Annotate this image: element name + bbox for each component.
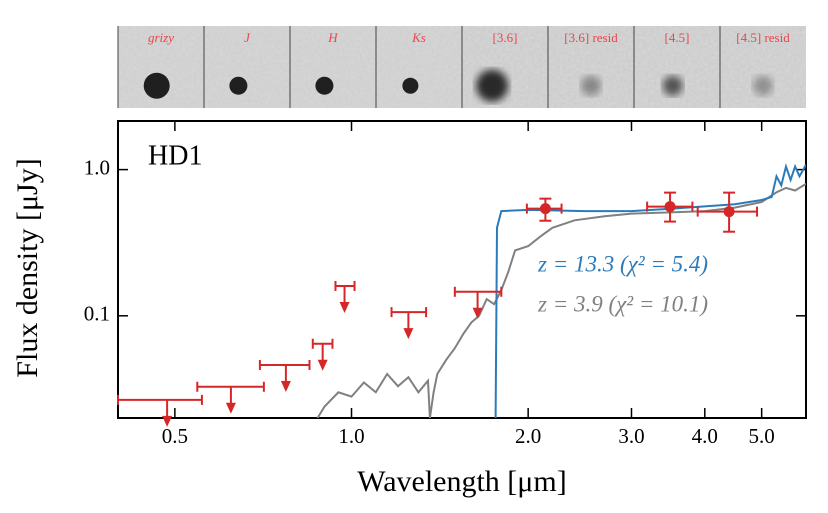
cutout-label: grizy — [148, 30, 174, 45]
detection-point — [664, 201, 676, 213]
cutout-label: [4.5] — [665, 30, 690, 45]
limit-arrowhead — [317, 359, 328, 371]
model-label: z = 13.3 (χ² = 5.4) — [537, 251, 708, 276]
cutout-label: [4.5] resid — [736, 30, 790, 45]
cutout-source — [581, 75, 601, 96]
x-axis-label: Wavelength [μm] — [357, 465, 566, 498]
cutout-label: [3.6] — [493, 30, 518, 45]
cutout-source — [753, 75, 773, 96]
cutout-noise — [376, 26, 462, 108]
plot-frame — [117, 120, 807, 419]
y-tick-label: 0.1 — [84, 302, 110, 326]
cutout-noise — [290, 26, 376, 108]
cutout-source — [143, 72, 170, 99]
cutout-noise — [204, 26, 290, 108]
model-line — [494, 162, 806, 418]
cutout-source — [229, 76, 248, 95]
source-label: HD1 — [148, 140, 202, 171]
limit-arrowhead — [472, 307, 483, 319]
y-axis-label: Flux density [μJy] — [11, 158, 44, 377]
limit-arrowhead — [225, 402, 236, 414]
limit-arrowhead — [403, 328, 414, 340]
cutout-source — [662, 75, 683, 96]
limit-arrowhead — [339, 301, 350, 313]
detection-point — [539, 203, 551, 215]
model-label: z = 3.9 (χ² = 10.1) — [537, 291, 708, 316]
cutout-label: J — [244, 30, 251, 45]
x-tick-label: 1.0 — [338, 424, 364, 448]
x-tick-label: 0.5 — [162, 424, 188, 448]
x-tick-label: 3.0 — [618, 424, 644, 448]
cutout-source — [476, 69, 509, 102]
limit-arrowhead — [162, 415, 173, 427]
cutout-source — [315, 76, 334, 95]
x-tick-label: 4.0 — [692, 424, 718, 448]
x-tick-label: 5.0 — [749, 424, 775, 448]
detection-point — [723, 206, 735, 218]
cutout-strip: grizy J H Ks [3.6] [3.6] resid [4.5] [4.5] resi… — [117, 26, 806, 108]
limit-arrowhead — [280, 380, 291, 392]
cutout-label: Ks — [411, 30, 426, 45]
y-tick-label: 1.0 — [84, 155, 110, 179]
cutout-label: [3.6] resid — [564, 30, 618, 45]
cutout-label: H — [327, 30, 338, 45]
x-tick-label: 2.0 — [515, 424, 541, 448]
cutout-source — [402, 77, 419, 94]
